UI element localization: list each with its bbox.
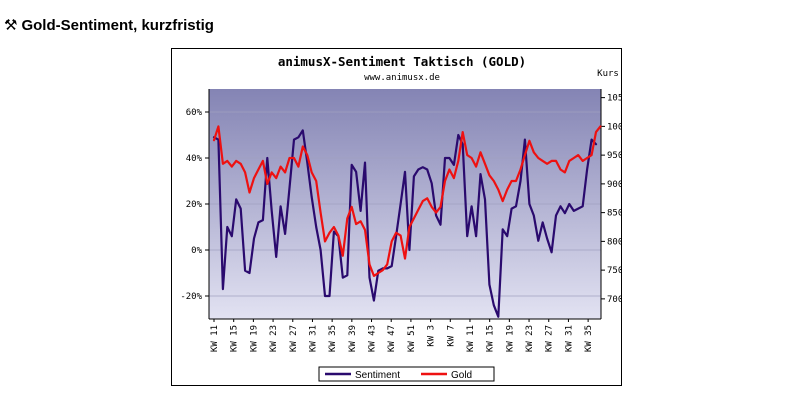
chart-title: animusX-Sentiment Taktisch (GOLD): [278, 54, 526, 69]
sentiment-chart: animusX-Sentiment Taktisch (GOLD) www.an…: [180, 54, 621, 382]
right-tick-label: 1000$: [607, 122, 621, 132]
x-tick-label: KW 35: [328, 325, 338, 352]
x-tick-label: KW 43: [368, 325, 378, 352]
x-tick-label: KW 31: [564, 325, 574, 352]
x-tick-label: KW 31: [308, 325, 318, 352]
x-tick-label: KW 51: [407, 325, 417, 352]
x-tick-label: KW 15: [486, 325, 496, 352]
right-axis-title: Kurs: [597, 69, 619, 79]
chart-frame: animusX-Sentiment Taktisch (GOLD) www.an…: [171, 48, 622, 386]
right-tick-label: 700$: [607, 295, 621, 305]
right-tick-label: 1050$: [607, 94, 621, 104]
x-tick-label: KW 47: [387, 325, 397, 352]
x-tick-label: KW 35: [584, 325, 594, 352]
x-tick-label: KW 39: [348, 325, 358, 352]
x-axis: KW 11 KW 15 KW 19 KW 23 KW 27 KW 31 KW 35 KW 39…: [209, 318, 601, 352]
page-header: ⚒ Gold-Sentiment, kurzfristig: [4, 14, 214, 36]
grid-lines: [209, 111, 601, 297]
right-axis: 700$ 750$ 800$ 850$ 900$ 950$ 1000$ 1050$: [600, 89, 621, 319]
chart-subtitle: www.animusx.de: [364, 73, 440, 83]
x-tick-label: KW 27: [545, 325, 555, 352]
legend-item-sentiment-label: Sentiment: [355, 370, 400, 381]
left-tick-label: 60%: [186, 108, 203, 118]
page-title: Gold-Sentiment, kurzfristig: [21, 16, 214, 34]
legend-box: [318, 366, 495, 382]
left-tick-label: 40%: [186, 154, 203, 164]
x-tick-label: KW 23: [525, 325, 535, 352]
right-tick-label: 750$: [607, 266, 621, 276]
series-layer: [212, 125, 602, 318]
x-tick-label: KW 7: [446, 325, 456, 347]
right-tick-label: 850$: [607, 209, 621, 219]
x-tick-label: KW 3: [427, 325, 437, 347]
right-tick-label: 800$: [607, 237, 621, 247]
x-tick-label: KW 19: [505, 325, 515, 352]
left-tick-label: -20%: [180, 292, 202, 302]
x-tick-label: KW 11: [466, 325, 476, 352]
legend-item-gold-label: Gold: [451, 370, 472, 381]
x-tick-label: KW 19: [249, 325, 259, 352]
hammer-pick-icon: ⚒: [4, 16, 18, 34]
left-tick-label: 20%: [186, 200, 203, 210]
left-axis: -20% 0% 20% 40% 60%: [180, 89, 210, 319]
x-tick-label: KW 15: [230, 325, 240, 352]
left-tick-label: 0%: [191, 246, 202, 256]
legend: Sentiment Gold: [318, 366, 495, 382]
x-tick-label: KW 23: [269, 325, 279, 352]
right-tick-label: 900$: [607, 180, 621, 190]
x-tick-label: KW 27: [289, 325, 299, 352]
right-tick-label: 950$: [607, 151, 621, 161]
sentiment-series-line: [212, 129, 598, 318]
x-tick-label: KW 11: [210, 325, 220, 352]
gold-series-line: [212, 125, 602, 277]
